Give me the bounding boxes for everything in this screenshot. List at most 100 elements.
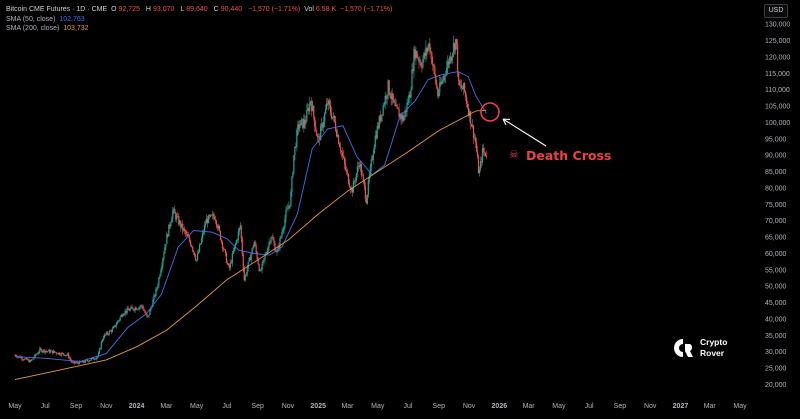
candle-body — [386, 95, 388, 99]
candle-body — [170, 222, 172, 227]
candle-body — [112, 327, 114, 329]
candle-body — [229, 262, 231, 268]
candle-body — [471, 125, 474, 127]
candle-body — [227, 263, 229, 266]
candle-body — [117, 320, 119, 322]
candle-body — [280, 236, 282, 238]
candle-body — [207, 215, 210, 224]
candle-body — [205, 218, 208, 224]
candle-body — [248, 257, 250, 262]
candle-body — [308, 108, 310, 112]
low-value: 89,640 — [186, 6, 208, 13]
candle-body — [99, 348, 101, 350]
candle-body — [425, 47, 427, 56]
candle-body — [270, 237, 272, 243]
candle-body — [181, 223, 183, 228]
candle-body — [65, 355, 67, 356]
candle-body — [484, 152, 487, 156]
candle-body — [110, 330, 112, 332]
candle-body — [361, 174, 363, 176]
candle-body — [39, 348, 41, 353]
candle-body — [360, 164, 362, 175]
candle-body — [130, 306, 132, 309]
candle-body — [66, 355, 68, 356]
y-tick-label: 40,000 — [765, 316, 787, 323]
candle-body — [434, 66, 436, 75]
candle-body — [397, 107, 399, 110]
candle-body — [481, 148, 484, 163]
candle-body — [320, 126, 322, 141]
legend-sma50-row[interactable]: SMA (50, close) 102,763 — [6, 15, 394, 25]
candle-body — [318, 136, 320, 138]
candle-body — [149, 309, 151, 316]
candle-body — [253, 242, 255, 248]
candle-body — [254, 242, 256, 246]
candle-body — [310, 101, 312, 103]
candle-body — [200, 238, 203, 244]
candle-body — [25, 358, 27, 359]
candle-body — [403, 117, 405, 121]
candle-body — [418, 58, 420, 62]
candle-body — [384, 96, 386, 105]
candle-body — [305, 121, 307, 125]
candle-body — [102, 337, 104, 340]
candle-body — [190, 241, 192, 246]
symbol-title[interactable]: Bitcoin CME Futures · 1D · CME — [6, 6, 108, 13]
currency-selector[interactable]: USD — [764, 4, 788, 18]
candle-body — [341, 152, 344, 156]
candle-body — [47, 351, 49, 352]
candle-body — [72, 361, 75, 363]
candle-body — [40, 348, 42, 350]
candle-body — [217, 226, 220, 229]
legend-sma200-row[interactable]: SMA (200, close) 103,732 — [6, 24, 394, 34]
candle-body — [215, 220, 218, 226]
candle-body — [98, 349, 100, 354]
candle-body — [359, 164, 361, 167]
candle-body — [240, 225, 242, 239]
sma50-value: 102,763 — [59, 15, 85, 23]
candle-body — [424, 53, 426, 56]
candle-body — [309, 102, 311, 112]
candle-body — [445, 75, 447, 76]
candle-body — [171, 218, 173, 223]
x-tick-label: May — [552, 403, 566, 410]
candle-body — [106, 332, 108, 335]
candle-body — [232, 251, 234, 254]
candle-body — [51, 350, 53, 352]
candle-body — [168, 224, 170, 237]
candle-body — [262, 260, 264, 264]
close-value: 90,440 — [220, 6, 243, 13]
volume-label: Vol — [304, 6, 314, 13]
candle-body — [49, 349, 51, 353]
candle-body — [422, 59, 424, 68]
candle-body — [276, 251, 278, 253]
candle-body — [321, 123, 323, 127]
candle-body — [131, 306, 133, 308]
candle-body — [463, 83, 466, 92]
candle-body — [371, 159, 373, 160]
candle-body — [339, 147, 342, 152]
candle-body — [447, 61, 449, 68]
candle-body — [84, 360, 87, 363]
candle-body — [237, 231, 239, 240]
candle-body — [284, 218, 286, 227]
candle-body — [332, 115, 335, 117]
candle-body — [459, 80, 461, 86]
candle-body — [50, 350, 52, 353]
candle-body — [219, 230, 222, 240]
candle-body — [197, 253, 199, 260]
candle-body — [394, 102, 396, 107]
candle-body — [246, 268, 248, 275]
candle-body — [148, 315, 150, 317]
candle-body — [303, 119, 305, 128]
candle-body — [211, 214, 214, 216]
candle-body — [147, 316, 149, 317]
x-tick-label: May — [371, 403, 385, 410]
candle-body — [420, 61, 422, 67]
candle-body — [121, 314, 123, 317]
candle-body — [372, 153, 374, 160]
candle-body — [191, 245, 193, 247]
candle-body — [410, 89, 412, 98]
